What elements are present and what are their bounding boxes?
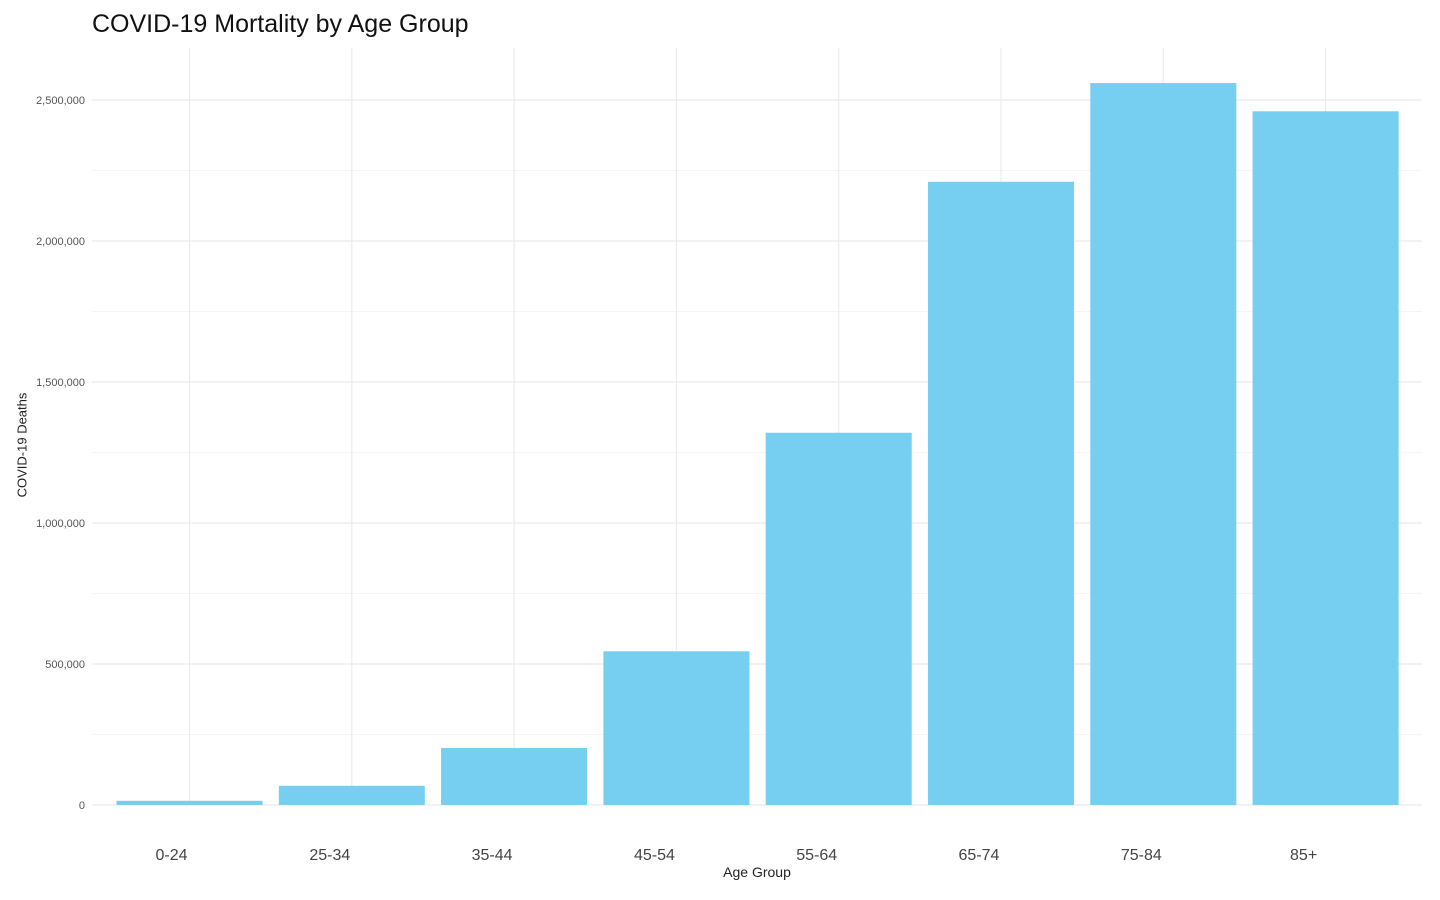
bar-75-84 <box>1090 83 1237 805</box>
x-tick-label: 35-44 <box>472 847 513 864</box>
x-tick-label: 0-24 <box>155 847 187 864</box>
bar-25-34 <box>278 785 425 805</box>
bars <box>116 83 1399 805</box>
bar-65-74 <box>928 181 1074 805</box>
x-tick-label: 55-64 <box>796 847 837 864</box>
bar-35-44 <box>441 748 588 805</box>
chart-title: COVID-19 Mortality by Age Group <box>92 10 469 38</box>
y-tick-label: 2,000,000 <box>36 236 85 248</box>
x-axis-title: Age Group <box>723 864 791 880</box>
x-tick-label: 45-54 <box>634 847 675 864</box>
x-axis-ticks: 0-24 25-34 35-44 45-54 55-64 65-74 75-84 85+ <box>155 847 1317 864</box>
y-tick-label: 1,000,000 <box>36 518 85 530</box>
bar-0-24 <box>116 800 263 805</box>
bar-45-54 <box>603 651 750 805</box>
x-tick-label: 65-74 <box>959 847 1000 864</box>
y-tick-label: 2,500,000 <box>36 95 85 107</box>
y-tick-label: 1,500,000 <box>36 377 85 389</box>
bar-55-64 <box>765 432 912 805</box>
x-tick-label: 75-84 <box>1121 847 1162 864</box>
bar-85+ <box>1252 111 1399 805</box>
y-axis-ticks: 0 500,000 1,000,000 1,500,000 2,000,000 2,500… <box>36 95 85 812</box>
x-tick-label: 25-34 <box>309 847 350 864</box>
y-tick-label: 500,000 <box>45 659 85 671</box>
y-tick-label: 0 <box>79 800 85 812</box>
x-tick-label: 85+ <box>1290 847 1317 864</box>
